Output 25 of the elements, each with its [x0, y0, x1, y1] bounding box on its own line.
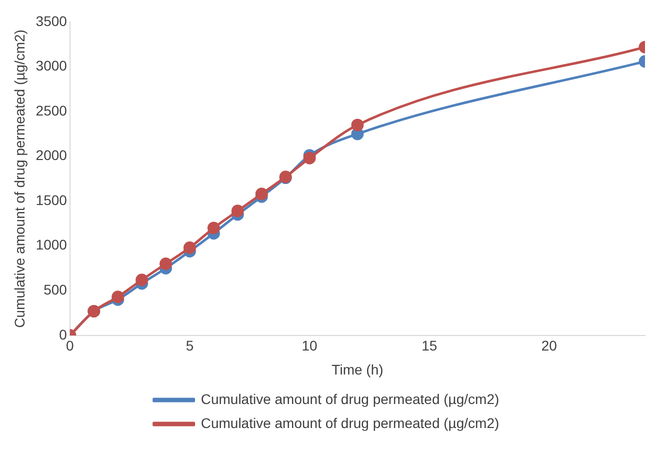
- y-tick-label: 1500: [36, 192, 68, 208]
- x-tick-label: 20: [541, 338, 558, 354]
- y-tick-label: 2000: [36, 147, 68, 164]
- x-tick-label: 5: [186, 338, 194, 354]
- x-tick-label: 10: [302, 338, 318, 354]
- y-tick-label: 3500: [36, 12, 68, 29]
- point: [112, 290, 124, 304]
- y-tick-label: 0: [59, 326, 68, 342]
- x-axis-title: Time (h): [332, 361, 384, 378]
- point: [207, 222, 220, 234]
- legend-label: Cumulative amount of drug permeated (µg/cm2): [200, 390, 500, 407]
- point: [351, 118, 364, 132]
- point: [231, 204, 244, 218]
- legend-label: Cumulative amount of drug permeated (µg/cm2): [200, 414, 500, 431]
- point: [303, 152, 316, 164]
- point: [255, 188, 268, 200]
- y-tick-label: 2500: [36, 102, 68, 118]
- y-tick-label: 500: [44, 281, 68, 298]
- x-tick-label: 15: [422, 338, 438, 354]
- point: [160, 258, 172, 270]
- point: [184, 241, 196, 254]
- y-axis-title: Cumulative amount of drug permeated (µg/cm2): [11, 30, 28, 328]
- y-tick-label: 1000: [36, 236, 68, 253]
- y-tick-label: 3000: [36, 58, 68, 74]
- point: [136, 274, 148, 286]
